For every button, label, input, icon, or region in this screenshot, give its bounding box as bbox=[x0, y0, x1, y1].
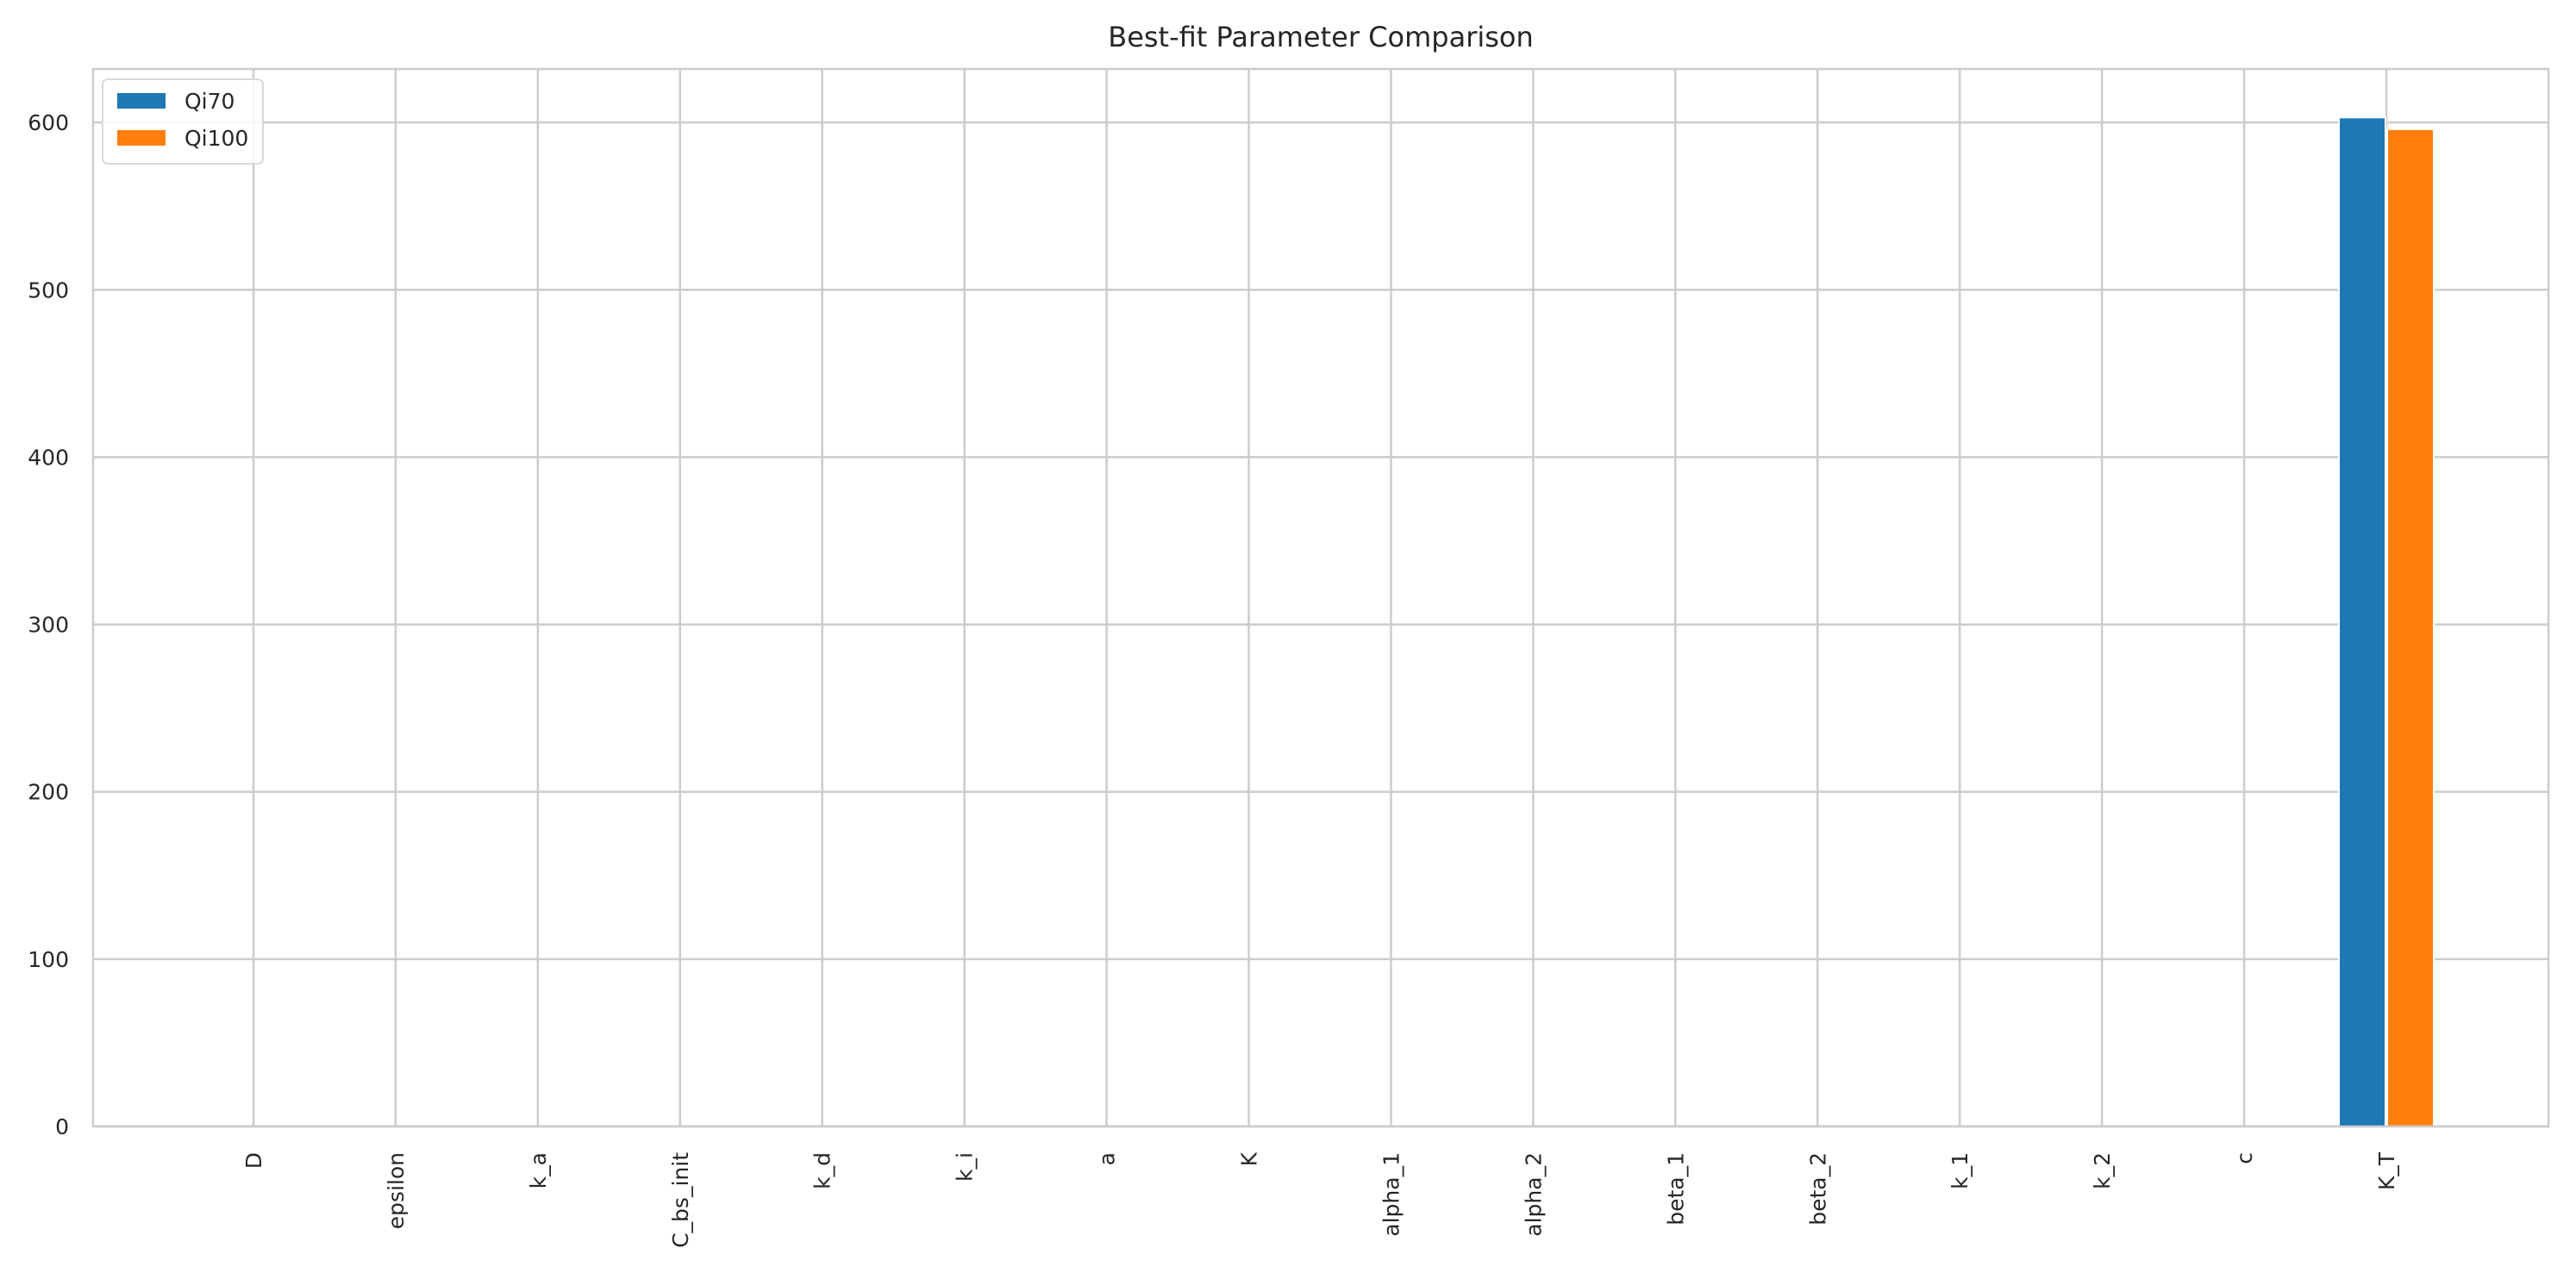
chart-title: Best-fit Parameter Comparison bbox=[1108, 21, 1534, 53]
x-tick-label: c bbox=[2232, 1152, 2257, 1164]
x-tick-label: epsilon bbox=[384, 1152, 409, 1229]
bar-qi70-k-t bbox=[2338, 116, 2386, 1127]
x-tick-label: k_1 bbox=[1948, 1152, 1973, 1189]
x-tick-label: a bbox=[1095, 1152, 1120, 1165]
x-tick-label: C_bs_init bbox=[668, 1152, 693, 1248]
grid-layer bbox=[93, 69, 2548, 1128]
bars-layer bbox=[2338, 116, 2435, 1127]
legend-label-qi100: Qi100 bbox=[184, 126, 248, 151]
y-tick-label: 500 bbox=[28, 278, 69, 303]
y-tick-label: 600 bbox=[28, 110, 69, 135]
x-tick-label: K bbox=[1237, 1151, 1262, 1166]
x-tick-label: beta_2 bbox=[1805, 1152, 1830, 1226]
x-tick-label: k_i bbox=[953, 1152, 978, 1182]
x-tick-label: k_d bbox=[810, 1152, 835, 1189]
legend-label-qi70: Qi70 bbox=[184, 89, 234, 114]
x-tick-label: beta_1 bbox=[1663, 1152, 1688, 1226]
legend-swatch-qi70 bbox=[117, 93, 166, 109]
x-tick-label: k_2 bbox=[2090, 1152, 2115, 1189]
y-tick-label: 100 bbox=[28, 947, 69, 972]
y-tick-label: 0 bbox=[55, 1114, 69, 1139]
y-axis-ticks: 0 100 200 300 400 500 600 bbox=[28, 110, 69, 1139]
legend: Qi70 Qi100 bbox=[102, 78, 264, 165]
x-tick-label: k_a bbox=[526, 1152, 551, 1188]
x-tick-label: alpha_2 bbox=[1521, 1152, 1546, 1237]
legend-swatch-qi100 bbox=[117, 130, 166, 146]
x-tick-label: K_T bbox=[2374, 1151, 2399, 1190]
x-tick-label: alpha_1 bbox=[1379, 1152, 1404, 1237]
x-tick-label: D bbox=[241, 1152, 266, 1169]
y-tick-label: 400 bbox=[28, 445, 69, 470]
y-tick-label: 200 bbox=[28, 780, 69, 805]
bar-qi100-k-t bbox=[2386, 128, 2435, 1127]
legend-box bbox=[102, 78, 264, 165]
y-tick-label: 300 bbox=[28, 613, 69, 638]
plot-frame bbox=[91, 67, 2550, 1128]
